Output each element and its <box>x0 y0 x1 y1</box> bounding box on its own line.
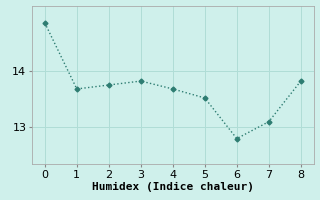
X-axis label: Humidex (Indice chaleur): Humidex (Indice chaleur) <box>92 182 254 192</box>
